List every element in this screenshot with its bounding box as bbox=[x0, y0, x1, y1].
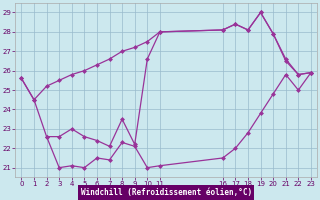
X-axis label: Windchill (Refroidissement éolien,°C): Windchill (Refroidissement éolien,°C) bbox=[81, 188, 252, 197]
